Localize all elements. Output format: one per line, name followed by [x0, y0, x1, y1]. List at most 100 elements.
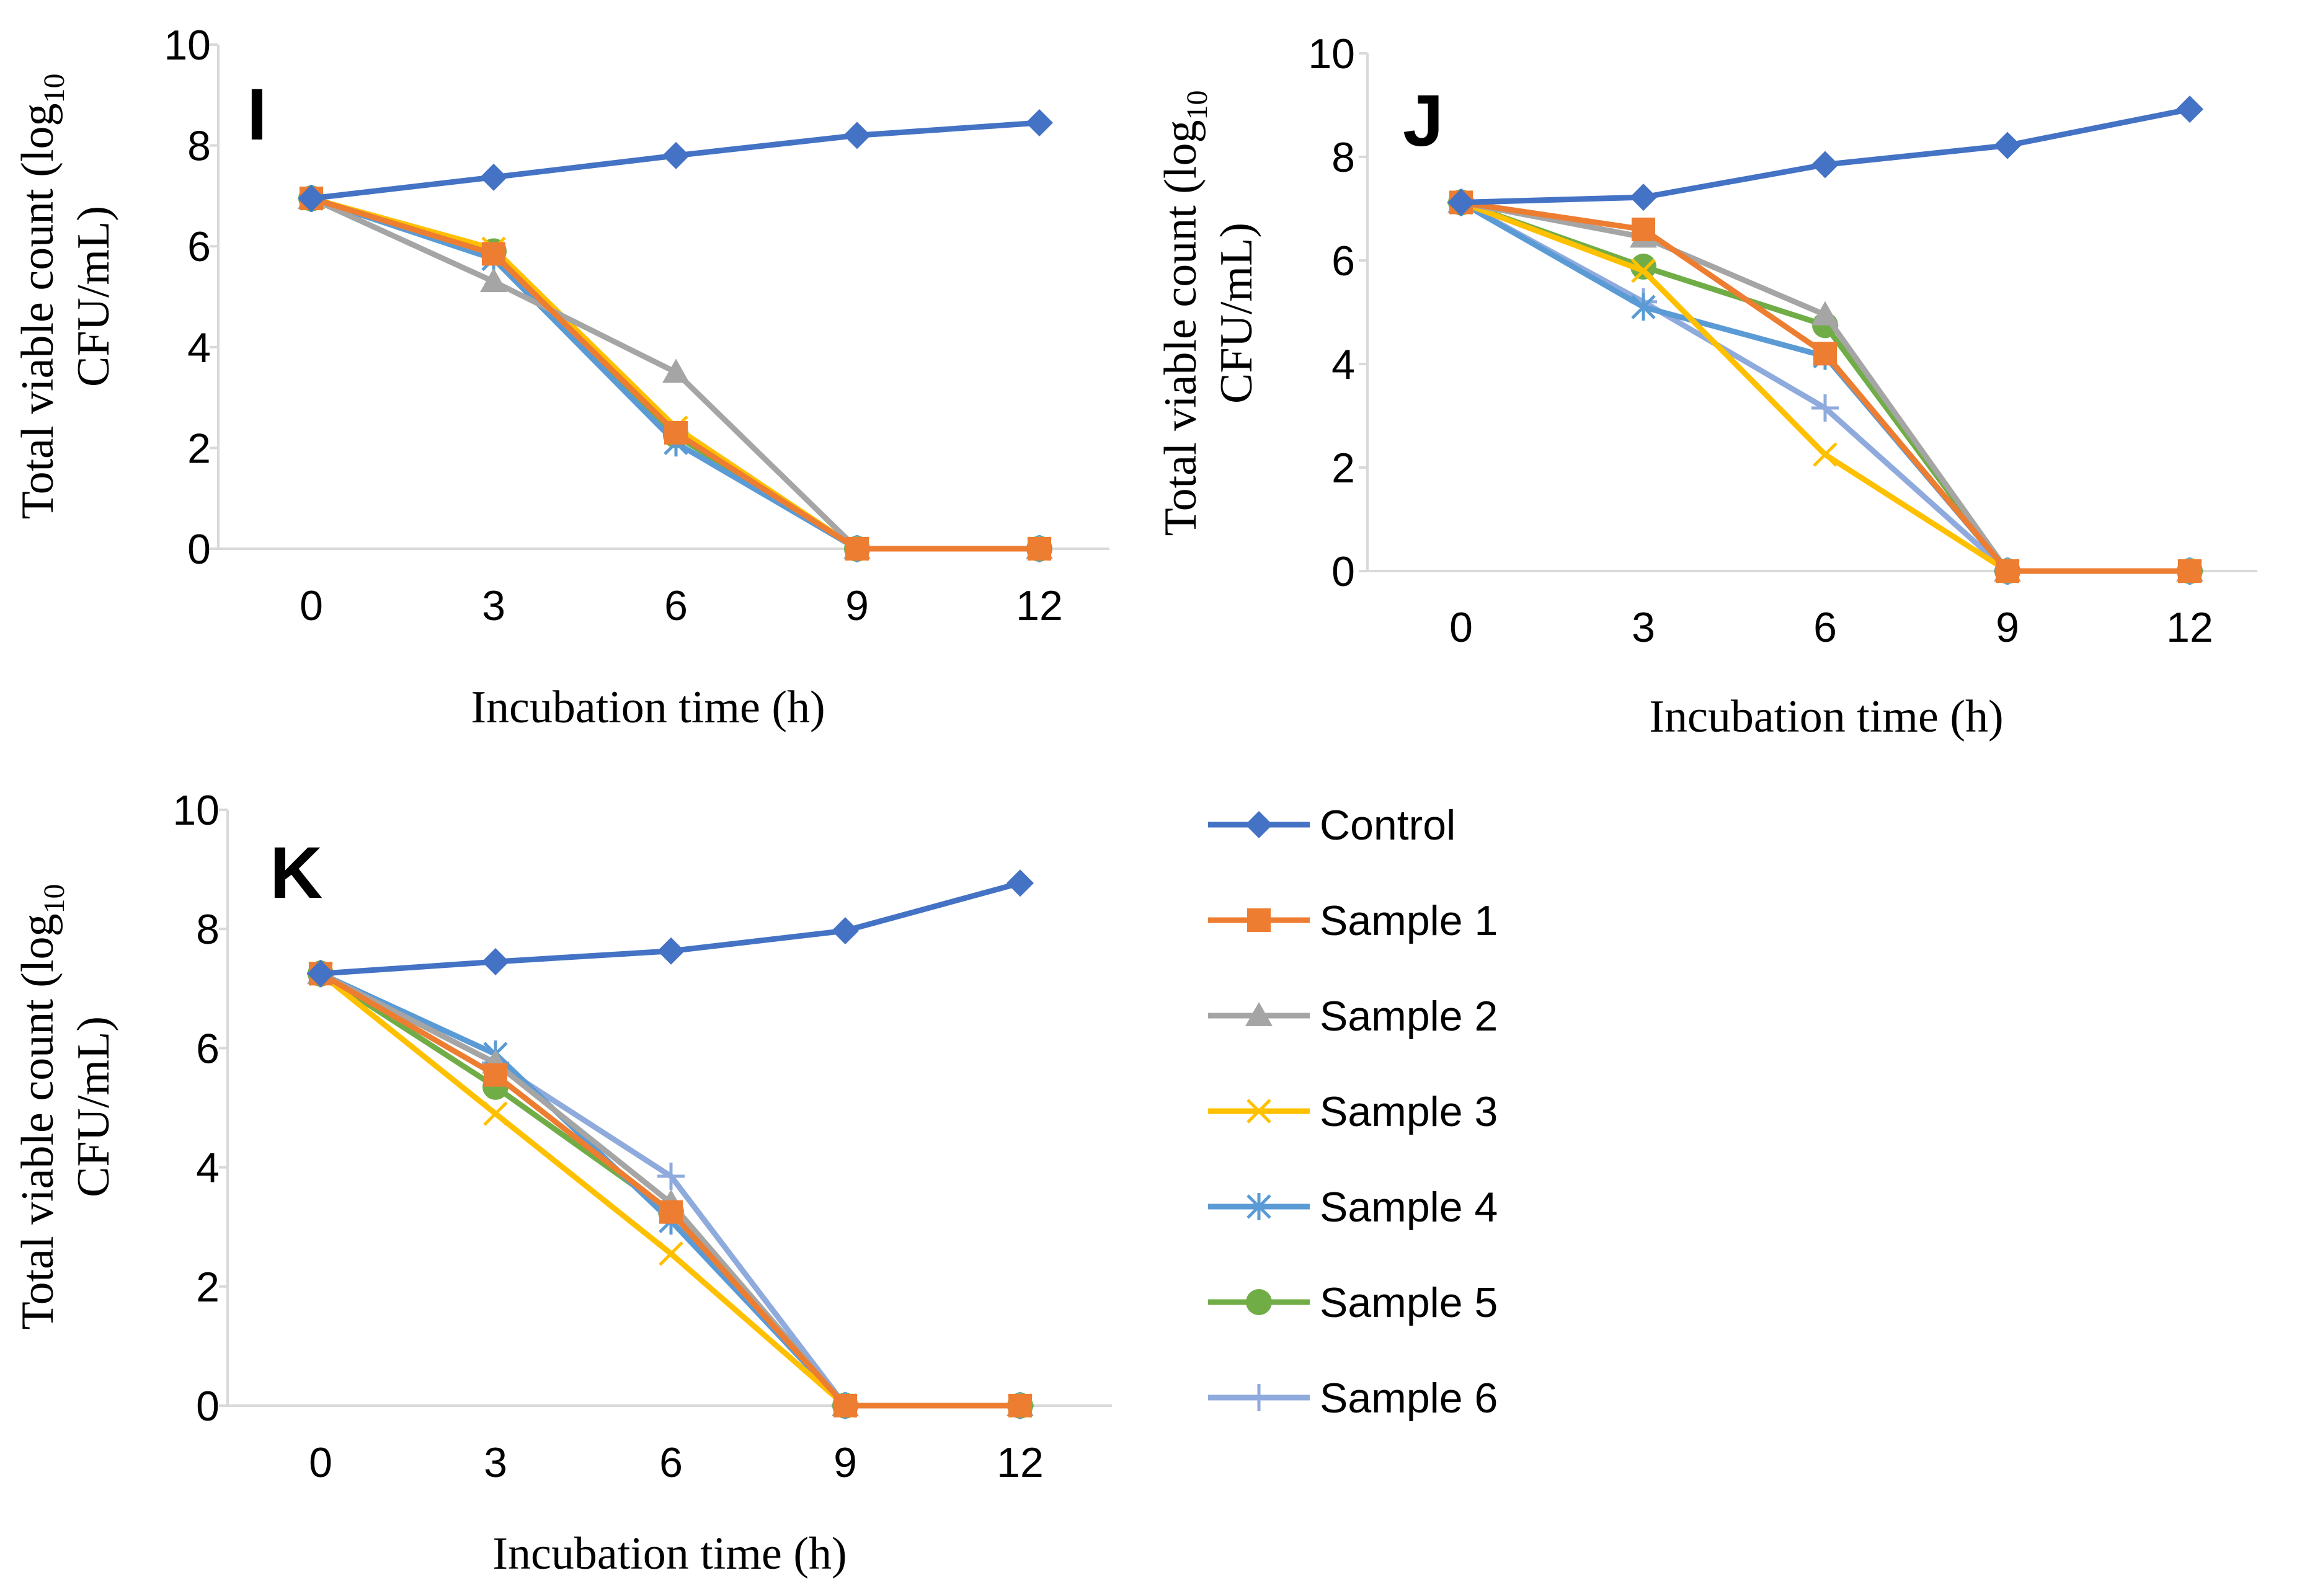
x-tick-label: 3 [482, 582, 505, 629]
data-point [659, 1200, 683, 1224]
legend-entry: Sample 1 [1208, 897, 1498, 944]
y-tick-label: 4 [187, 324, 211, 371]
legend-marker [1245, 1002, 1273, 1026]
data-point [657, 1163, 685, 1190]
y-tick-label: 10 [1308, 30, 1355, 78]
x-tick-label: 9 [833, 1439, 857, 1486]
x-tick-label: 3 [1632, 604, 1655, 651]
series-line [1459, 200, 2190, 574]
x-tick-label: 9 [1996, 604, 2019, 651]
legend-marker [1247, 1099, 1271, 1124]
data-point [482, 242, 505, 266]
data-point [482, 948, 509, 976]
series-sample-5 [1448, 189, 2203, 584]
series-sample-6 [1447, 188, 2203, 585]
legend-entry: Sample 5 [1208, 1279, 1498, 1326]
series-control [307, 869, 1034, 988]
panel-label: I [247, 74, 267, 156]
legend-marker [1245, 1384, 1273, 1411]
series-sample-2 [298, 184, 1053, 559]
legend-entry: Sample 4 [1208, 1184, 1498, 1231]
x-tick-label: 12 [1016, 582, 1063, 629]
y-tick-label: 6 [196, 1025, 220, 1072]
legend-label: Sample 5 [1320, 1279, 1498, 1326]
y-tick-label: 6 [1331, 237, 1355, 285]
data-point [832, 917, 859, 945]
data-point [307, 960, 334, 988]
data-point [1996, 559, 2019, 583]
series-sample-1 [1449, 190, 2202, 583]
x-tick-label: 12 [2166, 604, 2213, 651]
y-tick-label: 2 [196, 1264, 220, 1311]
y-tick-label: 6 [187, 223, 211, 270]
series-sample-3 [1449, 190, 2202, 583]
legend-entry: Sample 2 [1208, 993, 1498, 1040]
data-point [664, 421, 688, 445]
data-point [1813, 442, 1838, 467]
data-point [1007, 869, 1034, 897]
y-axis-title-line2: CFU/mL) [1211, 223, 1262, 404]
y-tick-label: 8 [196, 906, 220, 953]
data-point [659, 1241, 683, 1266]
data-point [845, 537, 869, 561]
data-point [298, 184, 325, 212]
y-axis-title-line1: Total viable count (log10 [12, 884, 71, 1330]
x-axis-title: Incubation time (h) [492, 1528, 847, 1579]
data-point [1630, 184, 1657, 211]
data-point [833, 1394, 857, 1417]
y-tick-label: 10 [172, 787, 220, 834]
x-tick-label: 9 [845, 582, 869, 629]
legend-entry: Sample 3 [1208, 1088, 1498, 1135]
legend-entry: Control [1208, 802, 1455, 849]
y-tick-label: 4 [196, 1145, 220, 1192]
data-point [662, 141, 690, 169]
legend-marker [1247, 1193, 1271, 1220]
x-tick-label: 12 [997, 1439, 1044, 1486]
x-axis-title: Incubation time (h) [471, 682, 825, 733]
data-point [1447, 188, 1475, 216]
panel-label: J [1403, 80, 1444, 162]
y-tick-label: 10 [164, 22, 211, 69]
y-tick-label: 4 [1331, 341, 1355, 388]
y-tick-label: 8 [187, 123, 211, 170]
series-line [1460, 200, 2190, 574]
data-point [1028, 537, 1051, 561]
data-point [1811, 151, 1839, 179]
series-line [1460, 200, 2190, 574]
x-tick-label: 6 [1813, 604, 1837, 651]
chart-panel-i: 0 2 4 6 8 10 0 3 6 9 12 Incubation time (h) Total vi… [12, 22, 1109, 733]
chart-panel-j: 0 2 4 6 8 10 0 3 6 9 12 Incubation time (h) Total vi… [1155, 30, 2257, 742]
data-point [843, 122, 871, 149]
chart-panel-k: 0 2 4 6 8 10 0 3 6 9 12 Incubation time (h) Total vi… [12, 787, 1112, 1579]
y-tick-label: 2 [1331, 445, 1355, 492]
y-tick-label: 0 [196, 1383, 220, 1430]
legend-marker [1247, 908, 1271, 932]
data-point [483, 1101, 508, 1126]
data-point [480, 268, 507, 293]
legend-marker [1245, 811, 1273, 838]
data-point [1631, 293, 1656, 321]
series-sample-1 [300, 186, 1051, 561]
y-tick-label: 8 [1331, 134, 1355, 181]
data-point [2178, 559, 2202, 583]
series-control [298, 109, 1053, 212]
data-point [480, 163, 507, 191]
data-point [1026, 109, 1053, 137]
data-point [1631, 258, 1656, 283]
x-tick-label: 6 [664, 582, 688, 629]
data-point [657, 937, 685, 965]
series-line [1460, 200, 2190, 574]
y-axis-title-line1: Total viable count (log10 [1155, 91, 1214, 536]
y-axis-title-line2: CFU/mL) [68, 1016, 119, 1197]
legend-label: Sample 6 [1320, 1375, 1498, 1422]
data-point [1632, 217, 1655, 241]
x-tick-label: 0 [309, 1439, 332, 1486]
data-point [1813, 342, 1837, 366]
data-point [1811, 394, 1839, 422]
legend-label: Sample 3 [1320, 1088, 1498, 1135]
series-sample-2 [1447, 188, 2203, 582]
data-point [2176, 95, 2203, 123]
data-point [662, 358, 690, 383]
